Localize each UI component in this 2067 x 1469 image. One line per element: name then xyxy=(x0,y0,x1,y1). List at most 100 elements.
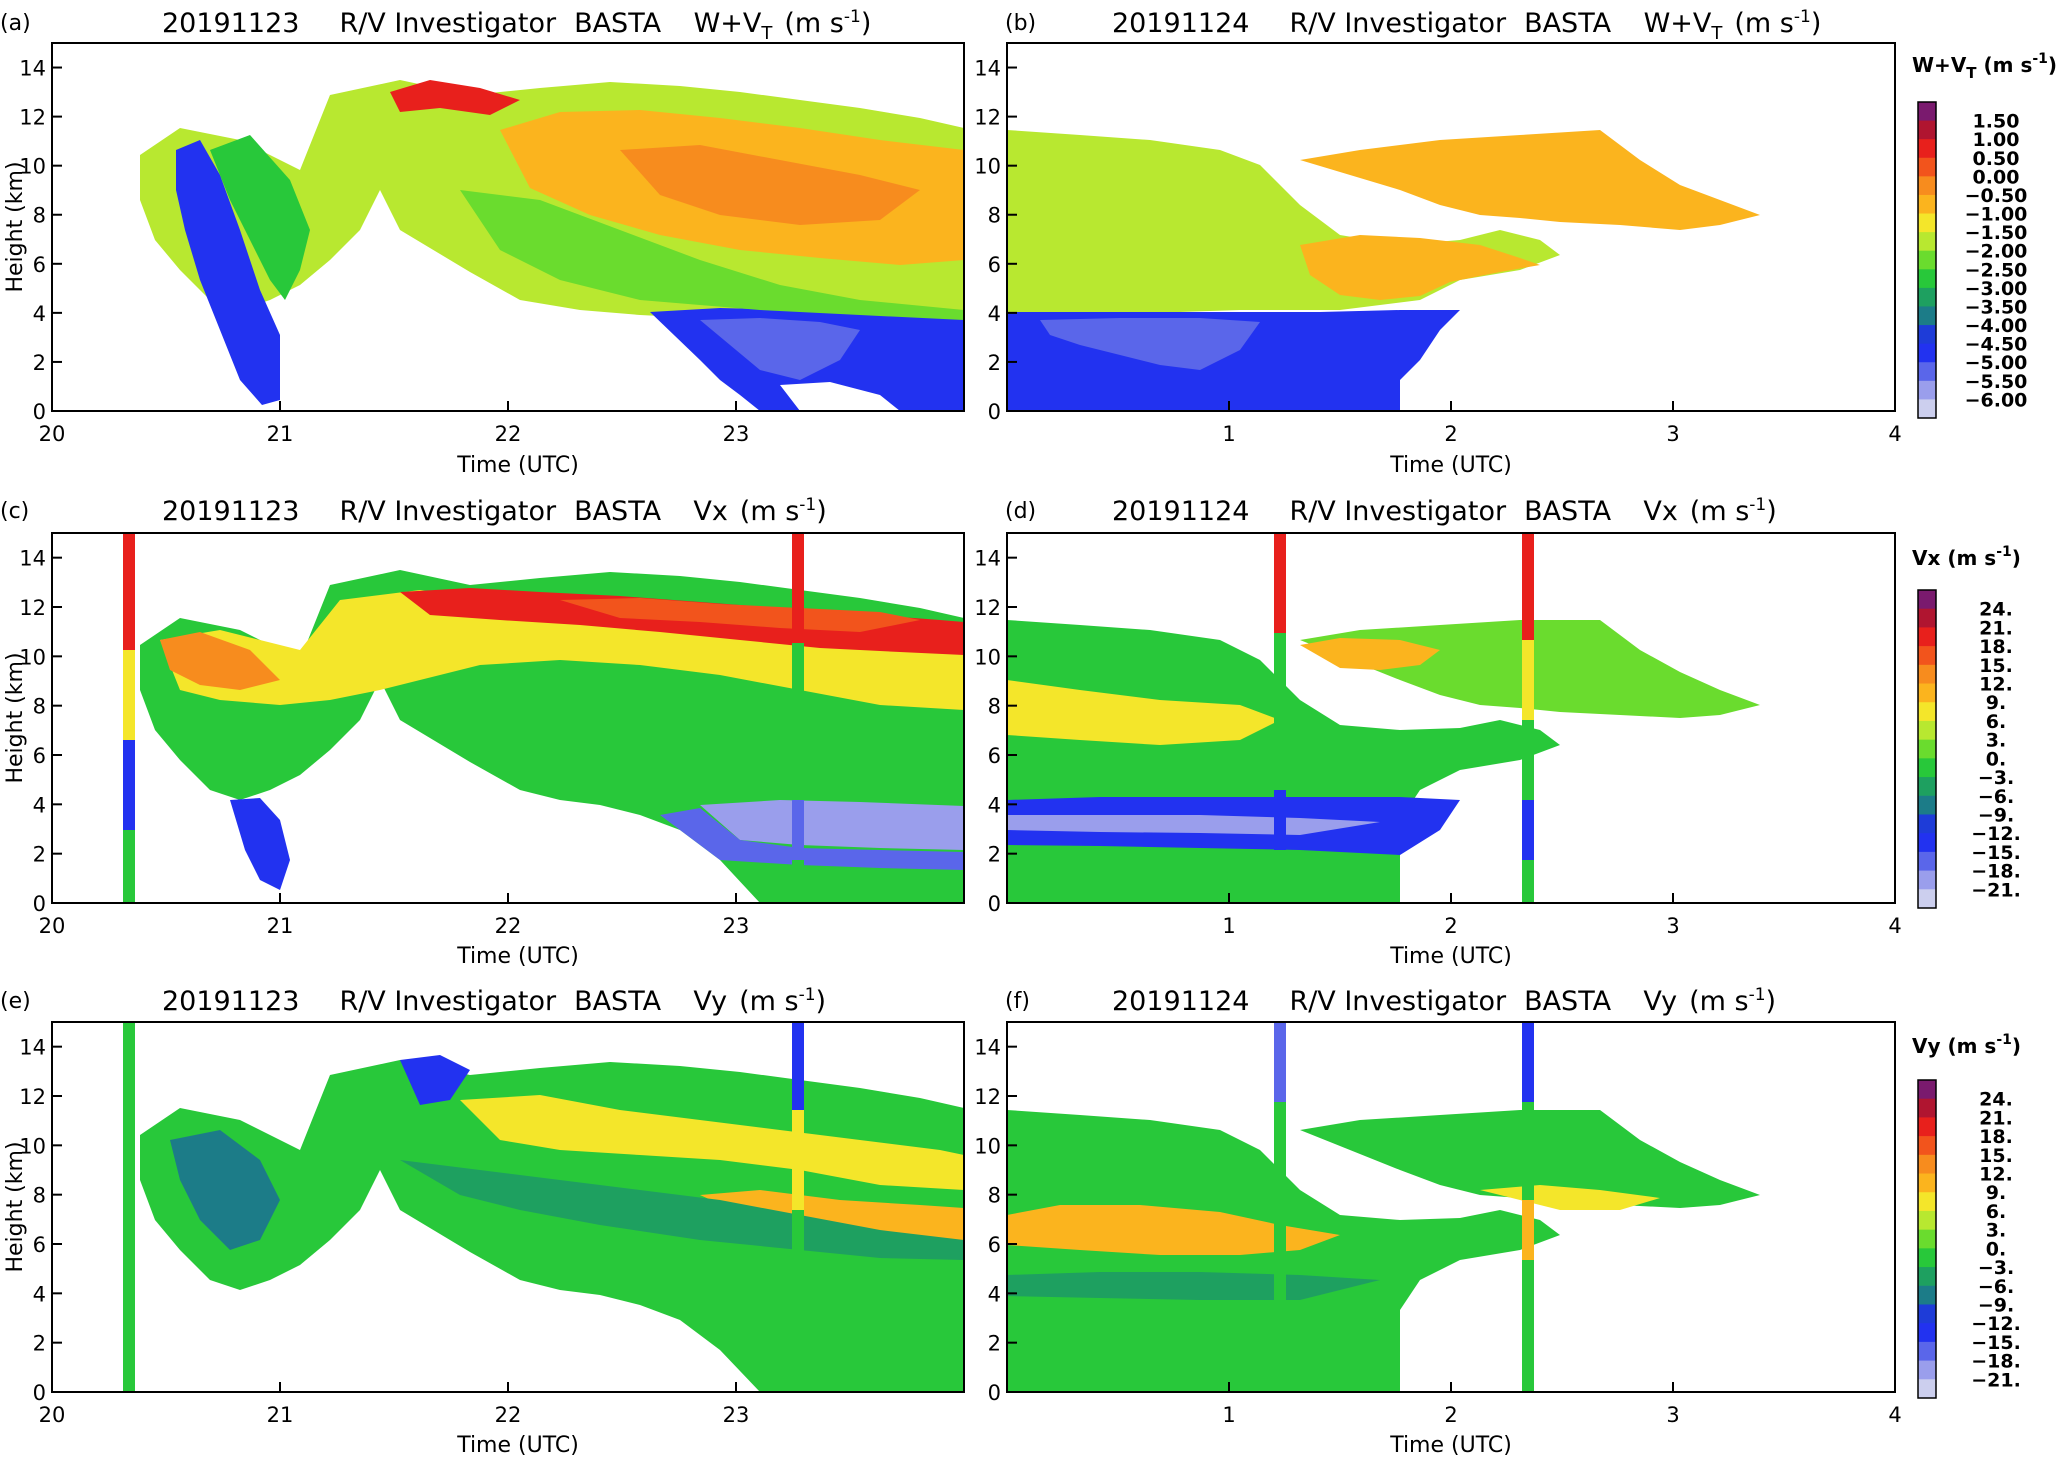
colorbar-swatch xyxy=(1918,157,1936,177)
colorbar-label: 21. xyxy=(1979,1107,2013,1129)
colorbar-swatch xyxy=(1918,1098,1936,1118)
y-tick-labels: 0 2 4 6 8 10 12 14 xyxy=(19,57,62,424)
x-tick-label: 21 xyxy=(267,422,294,446)
y-tick-label: 2 xyxy=(988,351,1001,375)
y-tick-label: 0 xyxy=(988,400,1001,424)
colorbar-swatch xyxy=(1918,287,1936,307)
colorbar-title: Vx (m s-1) xyxy=(1912,544,2021,570)
rain-gap xyxy=(780,382,900,411)
lower-blue-layer xyxy=(660,808,964,870)
colorbar-label: 9. xyxy=(1986,692,2006,714)
y-tick-label: 10 xyxy=(19,645,46,669)
y-tick-labels: 0 2 4 6 8 10 12 14 xyxy=(19,1036,62,1405)
colorbar-label: 9. xyxy=(1986,1182,2006,1204)
colorbar-swatch xyxy=(1918,194,1936,215)
ship-turn-marker xyxy=(1522,800,1534,860)
x-tick-label: 1 xyxy=(1222,914,1235,938)
x-axis-label: Time (UTC) xyxy=(1389,944,1512,969)
panel-title: 20191124 R/V Investigator BASTA W+VT (m s-1) xyxy=(1112,7,1821,44)
heatmap-field xyxy=(123,1022,964,1392)
colorbar-swatch xyxy=(1918,102,1936,122)
x-tick-label: 2 xyxy=(1444,1403,1457,1427)
y-tick-label: 0 xyxy=(33,892,46,916)
y-tick-label: 12 xyxy=(974,1085,1001,1109)
y-tick-label: 2 xyxy=(988,1332,1001,1356)
y-tick-label: 12 xyxy=(19,596,46,620)
colorbar-swatch xyxy=(1918,176,1936,196)
y-tick-label: 0 xyxy=(33,1381,46,1405)
upper-orange xyxy=(1300,130,1760,230)
colorbar-label: −6. xyxy=(1978,786,2014,808)
colorbar-swatch xyxy=(1918,1136,1936,1156)
colorbar-label: 0.50 xyxy=(1973,148,2020,170)
dark-green-band xyxy=(400,1160,964,1260)
colorbar-label: 18. xyxy=(1979,636,2013,658)
colorbar-label: −9. xyxy=(1978,1294,2014,1316)
colorbar-swatch xyxy=(1918,795,1936,815)
heatmap-field xyxy=(1007,130,1760,411)
y-tick-label: 4 xyxy=(33,793,46,817)
panel-letter: (f) xyxy=(1005,989,1030,1014)
y-tick-label: 12 xyxy=(19,106,46,130)
y-tick-label: 6 xyxy=(33,253,46,277)
y-tick-label: 2 xyxy=(33,1332,46,1356)
y-tick-label: 0 xyxy=(988,892,1001,916)
x-tick-label: 1 xyxy=(1222,422,1235,446)
x-tick-label: 21 xyxy=(267,914,294,938)
ship-turn-marker xyxy=(123,1022,135,1392)
colorbar-swatch xyxy=(1918,1192,1936,1212)
colorbar-swatch xyxy=(1918,1229,1936,1249)
colorbar-swatch xyxy=(1918,1173,1936,1193)
panel-title: 20191123 R/V Investigator BASTA W+VT (m s-1) xyxy=(162,7,871,44)
colorbar-swatch xyxy=(1918,889,1936,909)
colorbar-frame xyxy=(1917,589,1937,909)
colorbar-swatch xyxy=(1918,1360,1936,1380)
colorbar-label: −18. xyxy=(1971,861,2021,883)
x-tick-labels: 1 2 3 4 xyxy=(1222,401,1902,446)
y-tick-label: 10 xyxy=(974,155,1001,179)
colorbar-swatch xyxy=(1918,139,1936,159)
panel-letter: (a) xyxy=(0,11,31,36)
y-tick-label: 4 xyxy=(988,1282,1001,1306)
colorbar-swatch xyxy=(1918,399,1936,419)
colorbar-swatch xyxy=(1918,1210,1936,1231)
colorbar-label: 0.00 xyxy=(1973,166,2020,188)
y-tick-label: 8 xyxy=(988,695,1001,719)
y-tick-label: 14 xyxy=(974,1036,1001,1060)
x-tick-label: 3 xyxy=(1666,1403,1679,1427)
y-tick-labels: 0 2 4 6 8 10 12 14 xyxy=(19,547,62,916)
y-tick-label: 10 xyxy=(974,1134,1001,1158)
colorbar-swatch xyxy=(1918,343,1936,363)
x-tick-label: 3 xyxy=(1666,422,1679,446)
colorbar-swatch xyxy=(1918,702,1936,722)
y-tick-label: 8 xyxy=(33,1184,46,1208)
y-tick-label: 8 xyxy=(988,1184,1001,1208)
colorbar-label: −2.50 xyxy=(1965,259,2028,281)
x-tick-label: 3 xyxy=(1666,914,1679,938)
cirrus-core xyxy=(620,145,920,225)
x-tick-label: 4 xyxy=(1888,1403,1901,1427)
left-plume-blue xyxy=(170,1130,280,1250)
colorbar-swatch xyxy=(1918,213,1936,233)
panel-title: 20191123 R/V Investigator BASTA Vx (m s-1) xyxy=(162,495,827,527)
ship-turn-marker xyxy=(1522,1022,1534,1102)
x-tick-label: 20 xyxy=(39,914,66,938)
colorbar-label: −12. xyxy=(1971,1313,2021,1335)
x-axis-label: Time (UTC) xyxy=(1389,453,1512,478)
colorbar-label: 6. xyxy=(1986,711,2006,733)
y-axis-label: Height (km) xyxy=(3,161,28,292)
y-tick-label: 14 xyxy=(19,1036,46,1060)
ship-turn-marker xyxy=(123,650,135,740)
x-tick-label: 23 xyxy=(723,914,750,938)
x-tick-label: 1 xyxy=(1222,1403,1235,1427)
colorbar-label: −4.00 xyxy=(1965,315,2028,337)
panel-letter: (b) xyxy=(1005,11,1036,36)
colorbar-label: 3. xyxy=(1986,1220,2006,1242)
panel-c: (c) 20191123 R/V Investigator BASTA Vx (m s-… xyxy=(0,495,965,969)
y-tick-label: 6 xyxy=(33,744,46,768)
colorbar-swatch xyxy=(1918,232,1936,252)
colorbar-swatch xyxy=(1918,269,1936,289)
left-plume-blue xyxy=(176,140,280,405)
colorbar-label: −3.50 xyxy=(1965,296,2028,318)
colorbar-label: −1.00 xyxy=(1965,204,2028,226)
